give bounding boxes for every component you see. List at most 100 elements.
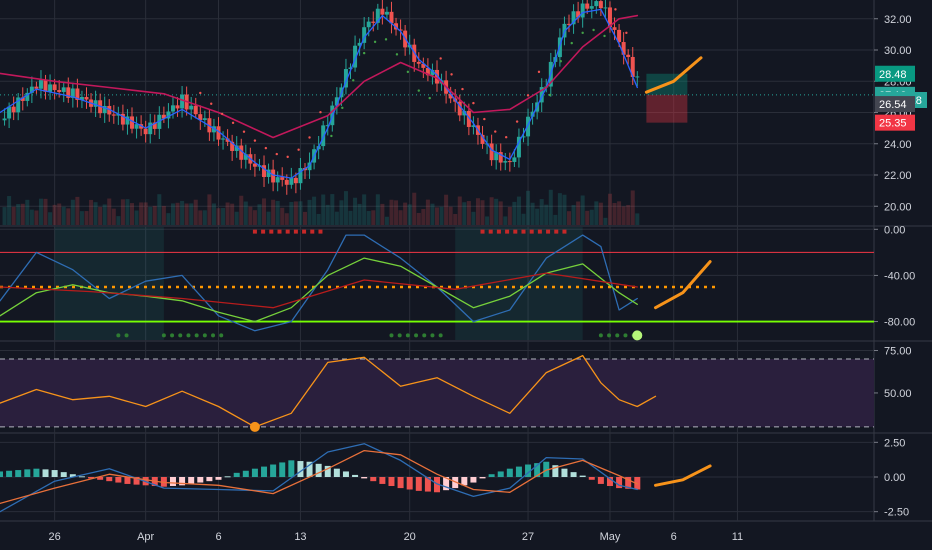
volume-bar — [607, 193, 612, 225]
candle-body — [48, 84, 53, 92]
volume-bar — [612, 202, 617, 225]
macd-histogram-bar — [106, 477, 113, 482]
macd-histogram-bar — [606, 477, 613, 487]
trail-dot — [559, 60, 563, 63]
volume-bar — [594, 201, 599, 225]
candle-body — [280, 177, 285, 180]
y-tick-label: 50.00 — [884, 388, 912, 400]
y-tick-label: 32.00 — [884, 14, 912, 26]
volume-bar — [507, 206, 512, 225]
volume-bar — [526, 190, 531, 225]
volume-bar — [143, 202, 148, 225]
candle-body — [61, 87, 66, 92]
x-tick-label: 27 — [522, 531, 534, 543]
volume-bar — [384, 216, 389, 225]
candle-body — [571, 11, 576, 25]
candle-body — [130, 116, 135, 129]
oversold-dot — [623, 333, 628, 338]
trail-dot — [242, 130, 246, 133]
macd-histogram-bar — [306, 461, 313, 477]
candle-body — [589, 6, 594, 9]
oversold-dot — [598, 333, 603, 338]
volume-bar — [598, 202, 603, 225]
candle-body — [2, 118, 7, 121]
volume-bar — [535, 208, 540, 225]
oversold-dot — [124, 333, 129, 338]
trail-dot — [210, 102, 213, 105]
macd-histogram-bar — [206, 477, 213, 482]
candle-body — [334, 97, 339, 106]
time-axis: 26 Apr 6 13 20 27 May 6 11 — [49, 531, 744, 543]
volume-bar — [430, 203, 435, 225]
overbought-dot — [554, 229, 559, 234]
volume-bar — [298, 201, 303, 225]
overbought-dot — [480, 229, 485, 234]
x-tick-label: 26 — [49, 531, 61, 543]
candle-body — [298, 168, 303, 184]
candle-body — [348, 67, 353, 70]
volume-bar — [66, 208, 71, 225]
volume-bar — [494, 198, 499, 225]
volume-bar — [544, 204, 549, 225]
volume-bar — [16, 204, 21, 225]
volume-bar — [576, 201, 581, 225]
volume-bar — [334, 211, 339, 225]
volume-bar — [316, 213, 321, 225]
x-tick-label: 6 — [671, 531, 677, 543]
volume-bar — [61, 206, 66, 225]
volume-bar — [394, 200, 399, 225]
macd-histogram-bar — [179, 477, 186, 486]
overbought-dot — [269, 229, 274, 234]
volume-bar — [234, 211, 239, 225]
macd-line-projection — [654, 464, 712, 487]
volume-bar — [343, 191, 348, 225]
candle-body — [503, 161, 508, 163]
candle-body — [480, 134, 485, 144]
candle-body — [389, 11, 394, 24]
position-loss-zone[interactable] — [646, 94, 688, 123]
y-tick-label: 24.00 — [884, 139, 912, 151]
volume-bar — [275, 200, 280, 225]
trail-dot — [526, 94, 530, 97]
volume-bar — [48, 212, 53, 225]
volume-bar — [403, 202, 408, 225]
macd-histogram-bar — [525, 464, 532, 477]
volume-bar — [325, 204, 330, 225]
candle-body — [57, 90, 62, 92]
volume-bar — [380, 203, 385, 225]
oversold-dot — [389, 333, 394, 338]
volume-bar — [198, 210, 203, 225]
volume-bar — [107, 198, 112, 225]
macd-histogram-bar — [270, 464, 277, 477]
candle-body — [52, 84, 57, 91]
trail-dot — [450, 73, 453, 76]
position-tool[interactable] — [646, 73, 688, 123]
volume-bar — [38, 198, 43, 225]
candle-body — [471, 125, 476, 127]
volume-bar — [2, 207, 7, 225]
macd-histogram-bar — [88, 477, 95, 479]
trail-dot — [231, 121, 235, 125]
volume-bar — [57, 203, 62, 225]
volume-bar — [252, 210, 257, 225]
volume-bar — [635, 213, 640, 225]
volume-bar — [348, 210, 353, 225]
volume-bar — [412, 192, 417, 225]
oversold-dot — [116, 333, 121, 338]
volume-bar — [416, 212, 421, 225]
macd-histogram-bar — [497, 471, 504, 477]
candle-body — [621, 42, 626, 55]
candle-body — [262, 165, 267, 177]
trail-dot — [297, 148, 300, 151]
candle-body — [166, 111, 171, 119]
trail-dot — [428, 96, 431, 100]
macd-histogram-bar — [242, 470, 249, 477]
volume-bar — [539, 199, 544, 225]
macd-histogram-bar — [434, 477, 440, 493]
candle-body — [494, 152, 499, 161]
y-tick-label: 0.00 — [884, 224, 905, 236]
overbought-dot — [521, 229, 526, 234]
oversold-dot — [194, 333, 199, 338]
volume-bar — [621, 206, 626, 225]
